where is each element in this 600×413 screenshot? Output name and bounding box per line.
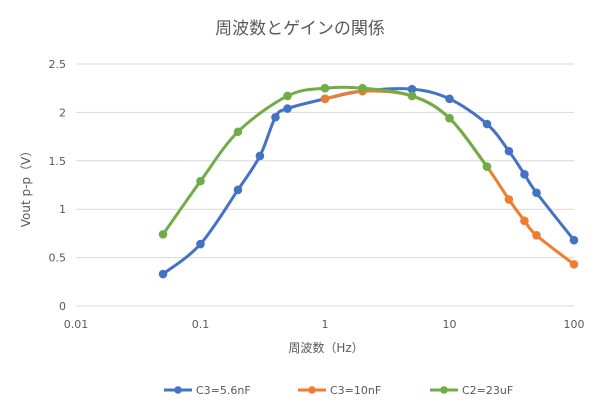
- legend-marker: [174, 386, 182, 394]
- data-point: [320, 94, 330, 104]
- data-point: [158, 269, 168, 279]
- data-point: [504, 146, 514, 156]
- series-3: [158, 83, 492, 239]
- y-axis-ticks: 0 0.5 1 1.5 2 2.5: [49, 58, 67, 313]
- data-point: [271, 112, 280, 122]
- chart-title: 周波数とゲインの関係: [215, 19, 385, 39]
- data-point: [196, 239, 205, 249]
- legend-item: C3=10nF: [298, 384, 381, 397]
- y-tick-label: 0.5: [49, 252, 67, 265]
- legend-marker: [440, 386, 448, 394]
- x-tick-label: 0.1: [192, 318, 210, 331]
- y-tick-label: 1.5: [49, 155, 67, 168]
- legend-label: C2=23uF: [462, 384, 513, 397]
- series: [158, 83, 579, 279]
- legend: C3=5.6nF C3=10nF C2=23uF: [164, 384, 513, 397]
- y-tick-label: 2: [59, 106, 66, 119]
- y-tick-label: 1: [59, 203, 66, 216]
- y-tick-label: 0: [59, 300, 66, 313]
- data-point: [532, 188, 541, 198]
- data-point: [520, 170, 529, 179]
- data-point: [233, 127, 243, 137]
- data-point: [482, 119, 492, 129]
- data-point: [569, 235, 579, 245]
- y-axis-label: Vout p-p（V）: [19, 145, 33, 228]
- data-point: [445, 94, 454, 104]
- legend-item: C3=5.6nF: [164, 384, 251, 397]
- data-point: [407, 91, 417, 101]
- x-axis-ticks: 0.01 0.1 1 10 100: [64, 318, 585, 331]
- data-point: [445, 113, 454, 123]
- x-axis-label: 周波数（Hz）: [288, 340, 363, 355]
- data-point: [158, 230, 168, 239]
- data-point: [233, 185, 243, 195]
- data-point: [569, 260, 579, 269]
- data-point: [283, 104, 292, 113]
- series-line: [161, 87, 576, 276]
- data-point: [504, 195, 514, 204]
- y-tick-label: 2.5: [49, 58, 67, 71]
- x-tick-label: 0.01: [64, 318, 89, 331]
- series-1: [158, 84, 579, 279]
- data-point: [283, 91, 292, 101]
- data-point: [320, 83, 330, 93]
- x-tick-label: 10: [443, 318, 457, 331]
- data-point: [255, 151, 265, 161]
- data-point: [482, 162, 492, 171]
- legend-label: C3=5.6nF: [196, 384, 251, 397]
- data-point: [520, 216, 529, 226]
- data-point: [196, 176, 205, 186]
- legend-label: C3=10nF: [330, 384, 381, 397]
- legend-item: C2=23uF: [430, 384, 513, 397]
- data-point: [532, 231, 541, 240]
- x-tick-label: 1: [322, 318, 329, 331]
- legend-marker: [308, 386, 316, 394]
- grid: [76, 63, 574, 307]
- x-tick-label: 100: [564, 318, 585, 331]
- data-point: [358, 83, 367, 93]
